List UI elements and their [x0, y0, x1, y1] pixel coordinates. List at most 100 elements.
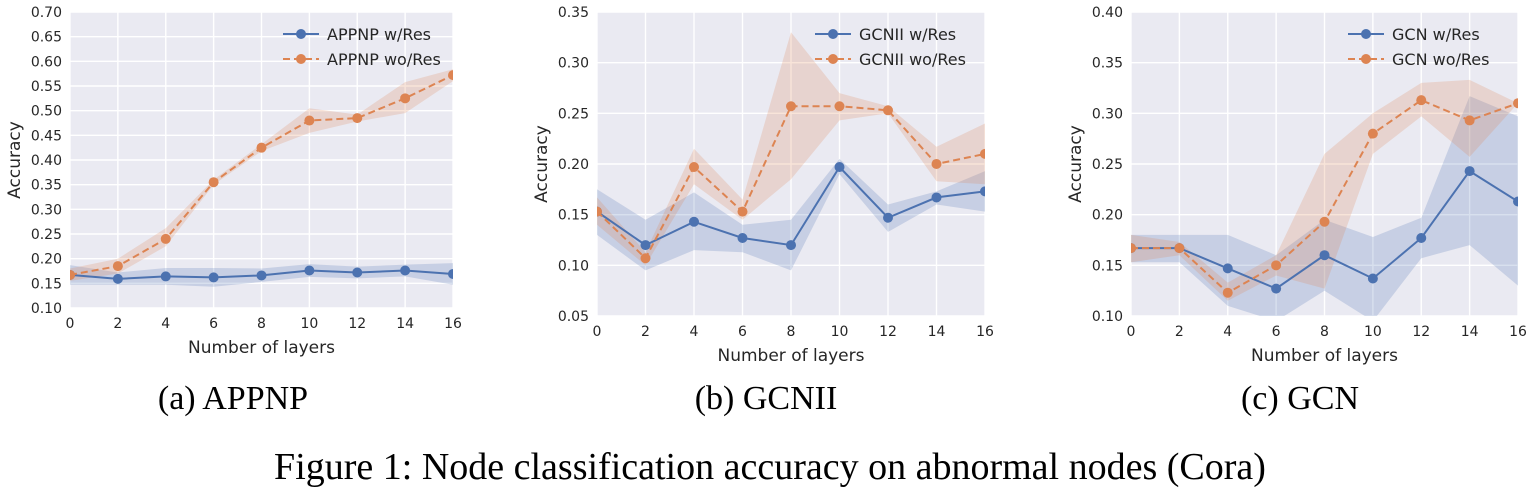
data-point	[112, 273, 123, 284]
x-tick-label: 16	[444, 316, 462, 332]
data-point	[737, 232, 748, 243]
x-axis-label: Number of layers	[1251, 346, 1398, 366]
y-axis-label: Accuracy	[532, 125, 552, 203]
y-tick-label: 0.60	[31, 54, 62, 70]
data-point	[689, 216, 699, 227]
x-tick-label: 12	[1412, 324, 1430, 340]
data-point	[1416, 232, 1427, 243]
confidence-band	[1131, 79, 1518, 301]
y-tick-label: 0.15	[31, 276, 62, 292]
x-tick-label: 8	[257, 316, 266, 332]
subcaption-gcnii: (b) GCNII	[694, 380, 838, 417]
y-tick-label: 0.10	[1092, 309, 1123, 325]
data-point	[737, 206, 748, 217]
x-tick-label: 10	[300, 316, 318, 332]
data-point	[640, 253, 651, 264]
data-point	[1464, 166, 1475, 177]
data-point	[689, 162, 699, 173]
x-tick-label: 2	[113, 316, 122, 332]
legend-marker	[828, 54, 838, 64]
x-tick-label: 12	[348, 316, 366, 332]
data-point	[1319, 250, 1330, 261]
y-tick-label: 0.55	[31, 79, 62, 95]
x-tick-label: 14	[396, 316, 414, 332]
y-tick-label: 0.20	[1092, 208, 1123, 224]
y-tick-label: 0.05	[558, 309, 589, 325]
legend-label: APPNP w/Res	[327, 25, 431, 44]
x-tick-label: 16	[1509, 324, 1527, 340]
data-point	[980, 148, 985, 159]
x-tick-label: 16	[976, 324, 994, 340]
data-point	[352, 267, 363, 278]
y-tick-label: 0.30	[558, 56, 589, 72]
x-tick-label: 10	[831, 324, 849, 340]
x-tick-label: 0	[593, 324, 602, 340]
data-point	[70, 269, 75, 280]
legend-label: GCNII w/Res	[859, 25, 956, 44]
y-axis-label: Accuracy	[5, 121, 25, 199]
data-point	[1222, 263, 1233, 274]
data-point	[304, 115, 315, 126]
data-point	[1513, 98, 1518, 109]
x-tick-label: 12	[879, 324, 897, 340]
x-tick-label: 0	[66, 316, 75, 332]
y-tick-label: 0.50	[31, 104, 62, 120]
y-tick-label: 0.25	[1092, 157, 1123, 173]
y-tick-label: 0.35	[31, 178, 62, 194]
confidence-band	[1131, 96, 1518, 316]
plot-data	[1131, 79, 1518, 316]
y-tick-label: 0.30	[31, 202, 62, 218]
data-point	[160, 233, 171, 244]
data-point	[208, 177, 219, 188]
x-tick-label: 8	[1320, 324, 1329, 340]
x-tick-label: 2	[1175, 324, 1184, 340]
x-tick-label: 4	[690, 324, 699, 340]
y-tick-label: 0.15	[1092, 258, 1123, 274]
y-tick-label: 0.35	[558, 5, 589, 21]
x-tick-label: 6	[209, 316, 218, 332]
confidence-band	[597, 158, 985, 271]
data-point	[448, 70, 453, 81]
data-point	[883, 105, 893, 116]
legend-label: GCN w/Res	[1392, 25, 1480, 44]
data-point	[160, 271, 171, 282]
data-point	[1319, 216, 1330, 227]
x-tick-label: 0	[1127, 324, 1136, 340]
y-axis-label: Accuracy	[1066, 125, 1086, 203]
data-point	[448, 268, 453, 279]
y-tick-label: 0.25	[558, 106, 589, 122]
chart-panel-1: 0.05 0.10 0.15 0.20 0.25 0.30 0.35 0 2 4 6 8 10 12 14 1…	[532, 5, 994, 366]
legend-marker	[1361, 54, 1371, 64]
y-tick-label: 0.25	[31, 227, 62, 243]
x-axis-label: Number of layers	[718, 346, 865, 366]
legend-label: GCNII wo/Res	[859, 50, 966, 69]
data-point	[304, 265, 315, 276]
subcaption-appnp: (a) APPNP	[157, 380, 309, 417]
data-point	[1271, 283, 1282, 294]
data-point	[1464, 115, 1475, 126]
data-point	[980, 186, 985, 197]
data-point	[208, 272, 219, 283]
y-tick-label: 0.20	[31, 252, 62, 268]
data-point	[786, 240, 796, 251]
legend-marker	[1361, 29, 1371, 39]
data-point	[597, 206, 602, 217]
data-point	[1513, 196, 1518, 207]
x-tick-label: 6	[1272, 324, 1281, 340]
x-tick-label: 14	[928, 324, 946, 340]
x-tick-label: 10	[1364, 324, 1382, 340]
data-point	[1222, 287, 1233, 298]
y-tick-label: 0.40	[1092, 5, 1123, 21]
data-point	[1174, 243, 1185, 254]
data-point	[786, 101, 796, 112]
y-tick-label: 0.70	[31, 5, 62, 21]
data-point	[352, 113, 363, 124]
subcaption-gcn: (c) GCN	[1240, 380, 1360, 417]
data-point	[1131, 243, 1136, 254]
y-tick-label: 0.45	[31, 128, 62, 144]
chart-panel-0: 0.10 0.15 0.20 0.25 0.30 0.35 0.40 0.45 0.50 0.55…	[5, 5, 462, 358]
data-point	[1367, 273, 1378, 284]
data-point	[1271, 260, 1282, 271]
data-point	[834, 101, 845, 112]
